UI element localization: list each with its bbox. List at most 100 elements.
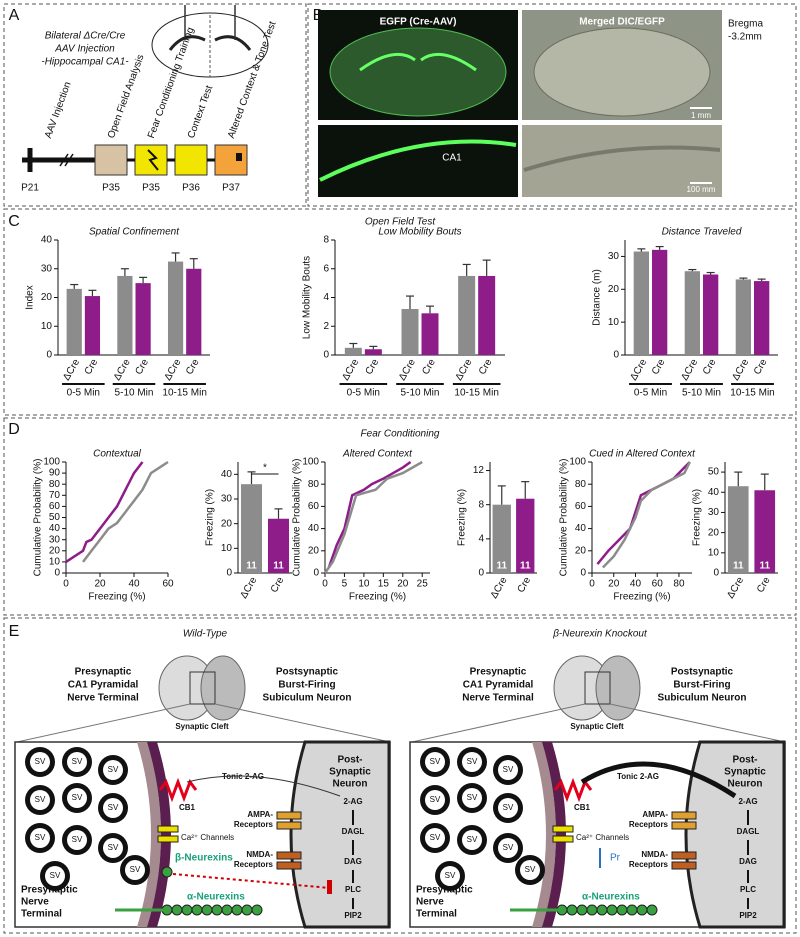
chart-title: Altered Context	[342, 449, 413, 460]
y-tick-label: 50	[49, 512, 61, 523]
tonic-arrow	[186, 775, 341, 797]
vesicle-label: SV	[108, 843, 119, 852]
series-label: ΔCre	[454, 357, 475, 383]
pathway-label: PLC	[740, 885, 756, 894]
y-tick-label: 8	[323, 235, 329, 246]
n-label: 11	[520, 561, 531, 572]
x-tick-label: 10-15 Min	[454, 388, 498, 399]
y-tick-label: 50	[708, 467, 720, 478]
bar	[735, 279, 751, 355]
ampa-receptor	[671, 811, 697, 820]
y-tick-label: 4	[478, 533, 484, 544]
zoom-box	[189, 671, 216, 705]
bar	[458, 275, 476, 355]
chart-title: Distance Traveled	[662, 227, 742, 238]
vesicle-label: SV	[525, 865, 536, 874]
vesicle-core	[30, 828, 50, 848]
x-tick-label: 20	[397, 579, 409, 590]
vesicle-label: SV	[108, 803, 119, 812]
step-label: Context Test	[186, 84, 215, 140]
ampa-label: AMPA-	[642, 810, 668, 819]
pathway-label: 2-AG	[738, 797, 757, 806]
y-axis-label: Distance (m)	[592, 269, 603, 326]
nmda-receptor	[276, 851, 302, 860]
zoom-line	[609, 703, 786, 743]
vesicle-core	[520, 860, 540, 880]
pre-terminal-label: Nerve	[21, 897, 49, 908]
step-box	[214, 144, 248, 176]
series-label: ΔCre	[628, 357, 649, 383]
post-neuron-label: Neuron	[333, 779, 368, 790]
x-tick-label: Cre	[755, 575, 773, 595]
ampa-receptor	[276, 811, 302, 820]
tonic-label: Tonic 2-AG	[222, 772, 264, 781]
tonic-label: Tonic 2-AG	[617, 772, 659, 781]
x-tick-label: 5-10 Min	[682, 388, 721, 399]
y-tick-label: 12	[473, 465, 485, 476]
x-tick-label: 15	[378, 579, 390, 590]
n-label: 11	[496, 561, 507, 572]
tonic-arrow	[580, 761, 737, 799]
vesicle-label: SV	[430, 795, 441, 804]
cleft-label: Synaptic Cleft	[570, 722, 624, 731]
bar	[703, 274, 719, 355]
y-axis-label: Cumulative Probability (%)	[33, 459, 44, 577]
series-label: Cre	[650, 357, 668, 377]
vesicle-core	[462, 752, 482, 772]
ca-label: Ca²⁺ Channels	[576, 833, 629, 842]
bar	[492, 504, 511, 573]
vesicle-core	[425, 828, 445, 848]
pr-label: Pr	[610, 853, 621, 864]
y-tick-label: 20	[49, 545, 61, 556]
x-tick-label: 0-5 Min	[347, 388, 380, 399]
y-tick-label: 20	[608, 284, 620, 295]
alpha-neurexin	[596, 904, 608, 916]
pre-label: Nerve Terminal	[462, 693, 534, 704]
pathway-label: DAGL	[737, 827, 760, 836]
vesicle-core	[103, 760, 123, 780]
alpha-neurexin	[231, 904, 243, 916]
post-label: Subiculum Neuron	[263, 693, 352, 704]
ampa-label: AMPA-	[247, 810, 273, 819]
series-label: ΔCre	[112, 357, 133, 383]
x-tick-label: 10-15 Min	[730, 388, 774, 399]
pathway-label: DAG	[739, 857, 757, 866]
bar	[240, 484, 263, 573]
y-tick-label: 100	[43, 457, 60, 468]
x-tick-label: 5	[342, 579, 348, 590]
pre-label: Presynaptic	[470, 667, 527, 678]
step-day: P36	[182, 183, 200, 194]
alpha-neurexin	[191, 904, 203, 916]
post-neuron-label: Post-	[338, 755, 363, 766]
vesicle-core	[425, 790, 445, 810]
hippocampus	[168, 35, 252, 51]
alpha-neurexin	[636, 904, 648, 916]
series-label: Cre	[364, 357, 382, 377]
x-tick-label: 5-10 Min	[115, 388, 154, 399]
alpha-neurexin	[221, 904, 233, 916]
y-axis-label: Cumulative Probability (%)	[559, 459, 570, 577]
post-label: Subiculum Neuron	[658, 693, 747, 704]
bregma: -3.2mm	[728, 32, 762, 43]
post-neuron-label: Synaptic	[329, 767, 371, 778]
brain-slice	[329, 27, 507, 117]
y-tick-label: 0	[613, 350, 619, 361]
y-tick-label: 0	[54, 568, 60, 579]
vesicle-label: SV	[503, 803, 514, 812]
x-tick-label: 60	[162, 579, 174, 590]
alpha-neurexin	[201, 904, 213, 916]
step-day: P21	[21, 183, 39, 194]
bar	[633, 251, 649, 355]
panel-d-frame	[3, 417, 797, 616]
x-tick-label: 40	[630, 579, 642, 590]
pre-terminal-label: Presynaptic	[21, 885, 78, 896]
y-axis-label: Cumulative Probability (%)	[292, 459, 303, 577]
y-axis-label: Freezing (%)	[457, 489, 468, 546]
series-label: ΔCre	[163, 357, 184, 383]
bar	[84, 296, 101, 355]
alpha-neurexin	[251, 904, 263, 916]
bar	[117, 275, 133, 355]
ca1-signal	[319, 139, 517, 182]
panel-c-frame	[3, 208, 797, 416]
image-title: Merged DIC/EGFP	[579, 17, 665, 28]
